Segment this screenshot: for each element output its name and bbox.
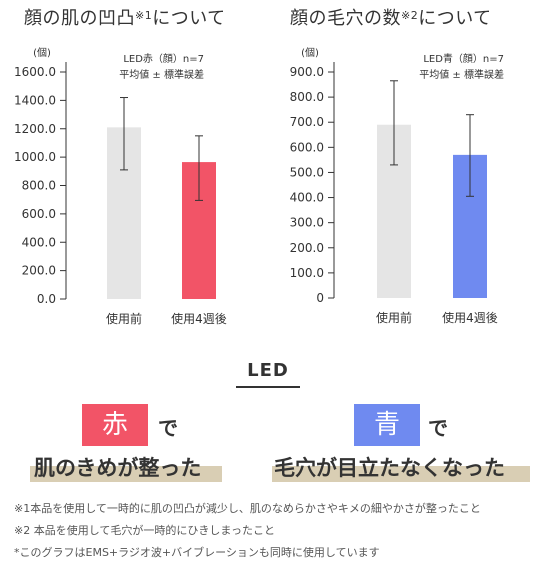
y-tick-label: 600.0 — [22, 207, 56, 221]
y-tick-label: 0 — [316, 291, 324, 305]
x-category-label: 使用前 — [106, 311, 142, 326]
footnote-1: ※1本品を使用して一時的に肌の凹凸が減少し、肌のなめらかさやキメの細やかさが整っ… — [14, 502, 481, 515]
footnote-2: ※2 本品を使用して毛穴が一時的にひきしまったこと — [14, 524, 275, 537]
chart-2-title: 顔の毛穴の数※2について — [290, 4, 492, 30]
y-tick-label: 500.0 — [290, 165, 324, 179]
y-tick-label: 400.0 — [290, 191, 324, 205]
blue-result-text: 毛穴が目立たなくなった — [274, 456, 505, 480]
blue-label-box: 青 — [354, 404, 420, 446]
chart-1-title-text: 顔の肌の凹凸 — [24, 8, 135, 29]
y-tick-label: 800.0 — [290, 90, 324, 104]
legend-entry: LED赤（顔）n=7 — [123, 52, 204, 65]
skin-texture-bar-chart: (個) 0.0 200.0 400.0 600.0 800.0 1000.0 1200.0 14… — [14, 46, 227, 326]
y-tick-label: 0.0 — [37, 292, 56, 306]
led-heading: LED — [247, 360, 289, 381]
y-tick-label: 900.0 — [290, 65, 324, 79]
y-tick-label: 400.0 — [22, 235, 56, 249]
y-tick-label: 1000.0 — [14, 150, 56, 164]
red-result-highlight — [30, 466, 222, 482]
y-tick-label: 800.0 — [22, 179, 56, 193]
chart-2-title-footnote-mark: ※2 — [401, 9, 419, 22]
x-category-label: 使用4週後 — [171, 311, 227, 326]
y-tick-label: 1400.0 — [14, 93, 56, 107]
led-heading-underline — [236, 386, 300, 388]
red-particle: で — [158, 416, 178, 440]
chart-2-title-text: 顔の毛穴の数 — [290, 8, 401, 29]
y-tick-label: 1200.0 — [14, 122, 56, 136]
y-tick-label: 200.0 — [290, 241, 324, 255]
legend-entry: 平均値 ± 標準誤差 — [119, 68, 204, 81]
legend-entry: 平均値 ± 標準誤差 — [419, 68, 504, 81]
y-tick-label: 100.0 — [290, 266, 324, 280]
chart-1-title: 顔の肌の凹凸※1について — [24, 4, 226, 30]
x-category-label: 使用4週後 — [442, 310, 498, 325]
y-tick-label: 200.0 — [22, 264, 56, 278]
blue-particle: で — [428, 416, 448, 440]
y-tick-label: 300.0 — [290, 216, 324, 230]
y-tick-label: 600.0 — [290, 140, 324, 154]
pore-count-bar-chart: (個) 0 100.0 200.0 300.0 400.0 500.0 600.0 700.0 8… — [290, 46, 504, 325]
red-result-text: 肌のきめが整った — [34, 456, 202, 480]
chart-1-title-footnote-mark: ※1 — [135, 9, 153, 22]
x-category-label: 使用前 — [376, 310, 412, 325]
footnote-3: *このグラフはEMS+ラジオ波+バイブレーションも同時に使用しています — [14, 546, 380, 559]
y-tick-label: 1600.0 — [14, 65, 56, 79]
legend-entry: LED青（顔）n=7 — [423, 52, 504, 65]
y-axis-unit-label: (個) — [33, 46, 51, 59]
red-label-box: 赤 — [82, 404, 148, 446]
blue-result-highlight — [272, 466, 530, 482]
y-axis-unit-label: (個) — [301, 46, 319, 59]
chart-2-title-suffix: について — [418, 8, 492, 29]
chart-1-title-suffix: について — [152, 8, 226, 29]
y-tick-label: 700.0 — [290, 115, 324, 129]
